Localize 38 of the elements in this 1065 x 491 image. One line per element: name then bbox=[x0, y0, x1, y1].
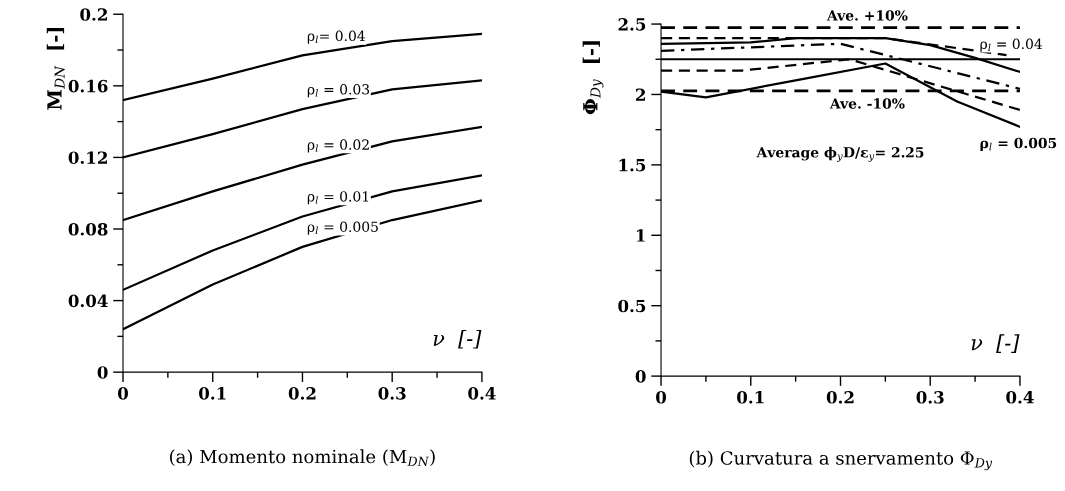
x-axis-title: ν [-] bbox=[971, 334, 1020, 353]
y-tick-label: 2.5 bbox=[618, 18, 646, 31]
text: Φ$_{Dy}$ [-] bbox=[582, 41, 604, 115]
series-label: ρ$_{l}$ = 0.005 bbox=[980, 137, 1057, 151]
text: (b) Curvatura a snervamento Φ$_{Dy}$ bbox=[689, 450, 993, 471]
y-tick-label: 1.5 bbox=[619, 158, 646, 172]
y-tick-label: 0.08 bbox=[68, 222, 108, 236]
y-tick-label: 0 bbox=[635, 370, 646, 383]
x-tick-label: 0 bbox=[656, 390, 667, 404]
y-tick-label: 0.5 bbox=[618, 299, 646, 313]
y-tick-label: 0.2 bbox=[80, 8, 107, 21]
x-tick-label: 0.2 bbox=[288, 387, 316, 400]
series-label: ρ$_{l}$= 0.04 bbox=[307, 30, 365, 44]
annotation: Average ϕ$_{y}$D/ε$_{y}$= 2.25 bbox=[756, 146, 924, 162]
y-tick-label: 0 bbox=[97, 366, 108, 379]
series-label: ρ$_{l}$ = 0.005 bbox=[307, 221, 378, 235]
series-label: ρ$_{l}$ = 0.01 bbox=[307, 191, 369, 205]
y-tick-label: 0.04 bbox=[68, 294, 108, 308]
x-tick-label: 0 bbox=[117, 387, 129, 400]
y-tick-label: 0.12 bbox=[68, 151, 107, 164]
y-tick-label: 0.16 bbox=[68, 79, 108, 93]
ref-line-label: Ave. -10% bbox=[829, 98, 905, 109]
x-axis-title: ν [-] bbox=[433, 329, 482, 349]
ref-line-label: Ave. +10% bbox=[826, 10, 908, 21]
series-label: ρ$_{l}$ = 0.03 bbox=[307, 84, 370, 98]
x-tick-label: 0.2 bbox=[826, 390, 854, 404]
y-tick-label: 2 bbox=[635, 88, 645, 101]
x-tick-label: 0.4 bbox=[468, 387, 496, 400]
series-label: ρ$_{l}$ = 0.04 bbox=[980, 38, 1043, 52]
x-tick-label: 0.3 bbox=[378, 387, 406, 400]
x-tick-label: 0.1 bbox=[199, 387, 226, 400]
x-tick-label: 0.3 bbox=[916, 390, 944, 404]
series-label: ρ$_{l}$ = 0.02 bbox=[307, 139, 369, 153]
y-axis-title: M$_{DN}$ [-] bbox=[46, 27, 65, 110]
x-tick-label: 0.1 bbox=[737, 390, 764, 404]
y-tick-label: 1 bbox=[636, 229, 645, 242]
x-tick-label: 0.4 bbox=[1006, 390, 1034, 404]
text: (a) Momento nominale (M$_{DN}$) bbox=[170, 449, 435, 467]
